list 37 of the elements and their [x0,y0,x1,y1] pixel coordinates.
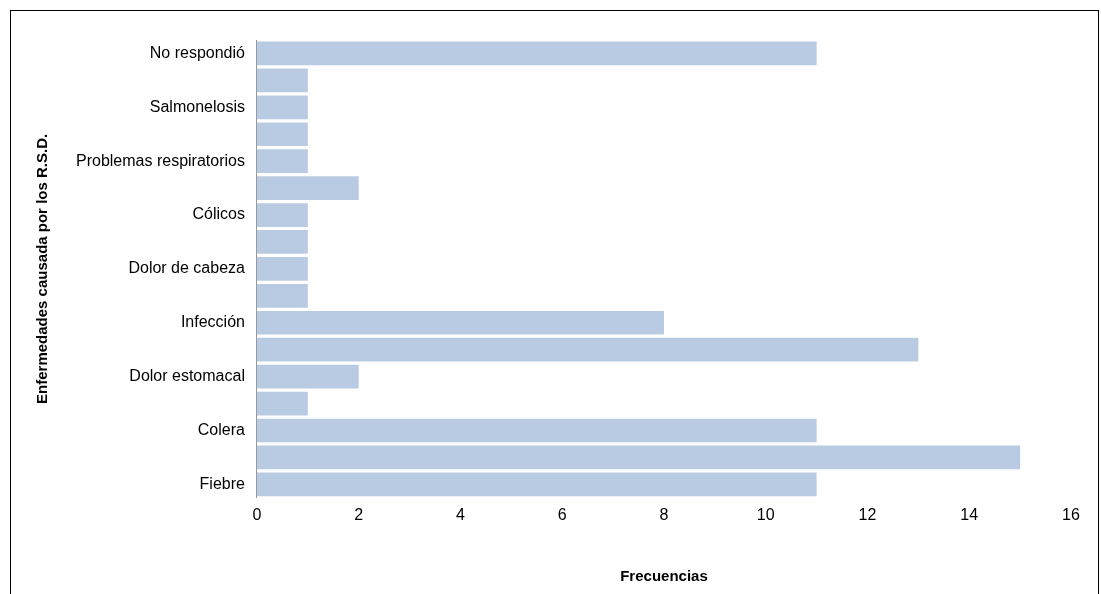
bar [256,364,359,389]
bar [256,283,308,308]
x-tick-label: 0 [252,505,262,523]
x-tick-label: 14 [960,505,979,523]
y-tick-label: Colera [197,420,246,438]
bar [256,149,308,174]
bar [256,41,817,66]
bar [256,310,664,335]
x-tick-label: 4 [456,505,466,523]
y-tick-label: Salmonelosis [149,97,245,115]
y-tick-label: Infección [180,313,245,331]
y-tick-label: Problemas respiratorios [76,151,245,169]
x-tick-label: 8 [659,505,669,523]
bar [256,418,817,443]
x-axis-title: Frecuencias [620,567,708,585]
bar [256,68,308,93]
bar [256,337,919,362]
x-tick-label: 6 [557,505,567,523]
x-tick-label: 10 [756,505,775,523]
bar [256,95,308,120]
bar [256,257,308,281]
y-tick-label: Dolor estomacal [129,367,245,385]
bar [256,445,1021,470]
bar [256,203,308,227]
x-tick-label: 16 [1062,505,1080,523]
y-tick-label: Cólicos [192,205,245,223]
y-tick-label: Fiebre [199,474,246,492]
y-tick-label: No respondió [149,43,246,61]
bar [256,472,817,497]
bar [256,176,359,200]
x-tick-label: 12 [858,505,877,523]
bar [256,122,308,147]
y-tick-label: Dolor de cabeza [128,259,246,277]
bar [256,230,308,254]
y-axis-title: Enfermedades causada por los R.S.D. [33,133,51,404]
bar [256,391,308,416]
x-tick-label: 2 [354,505,364,523]
